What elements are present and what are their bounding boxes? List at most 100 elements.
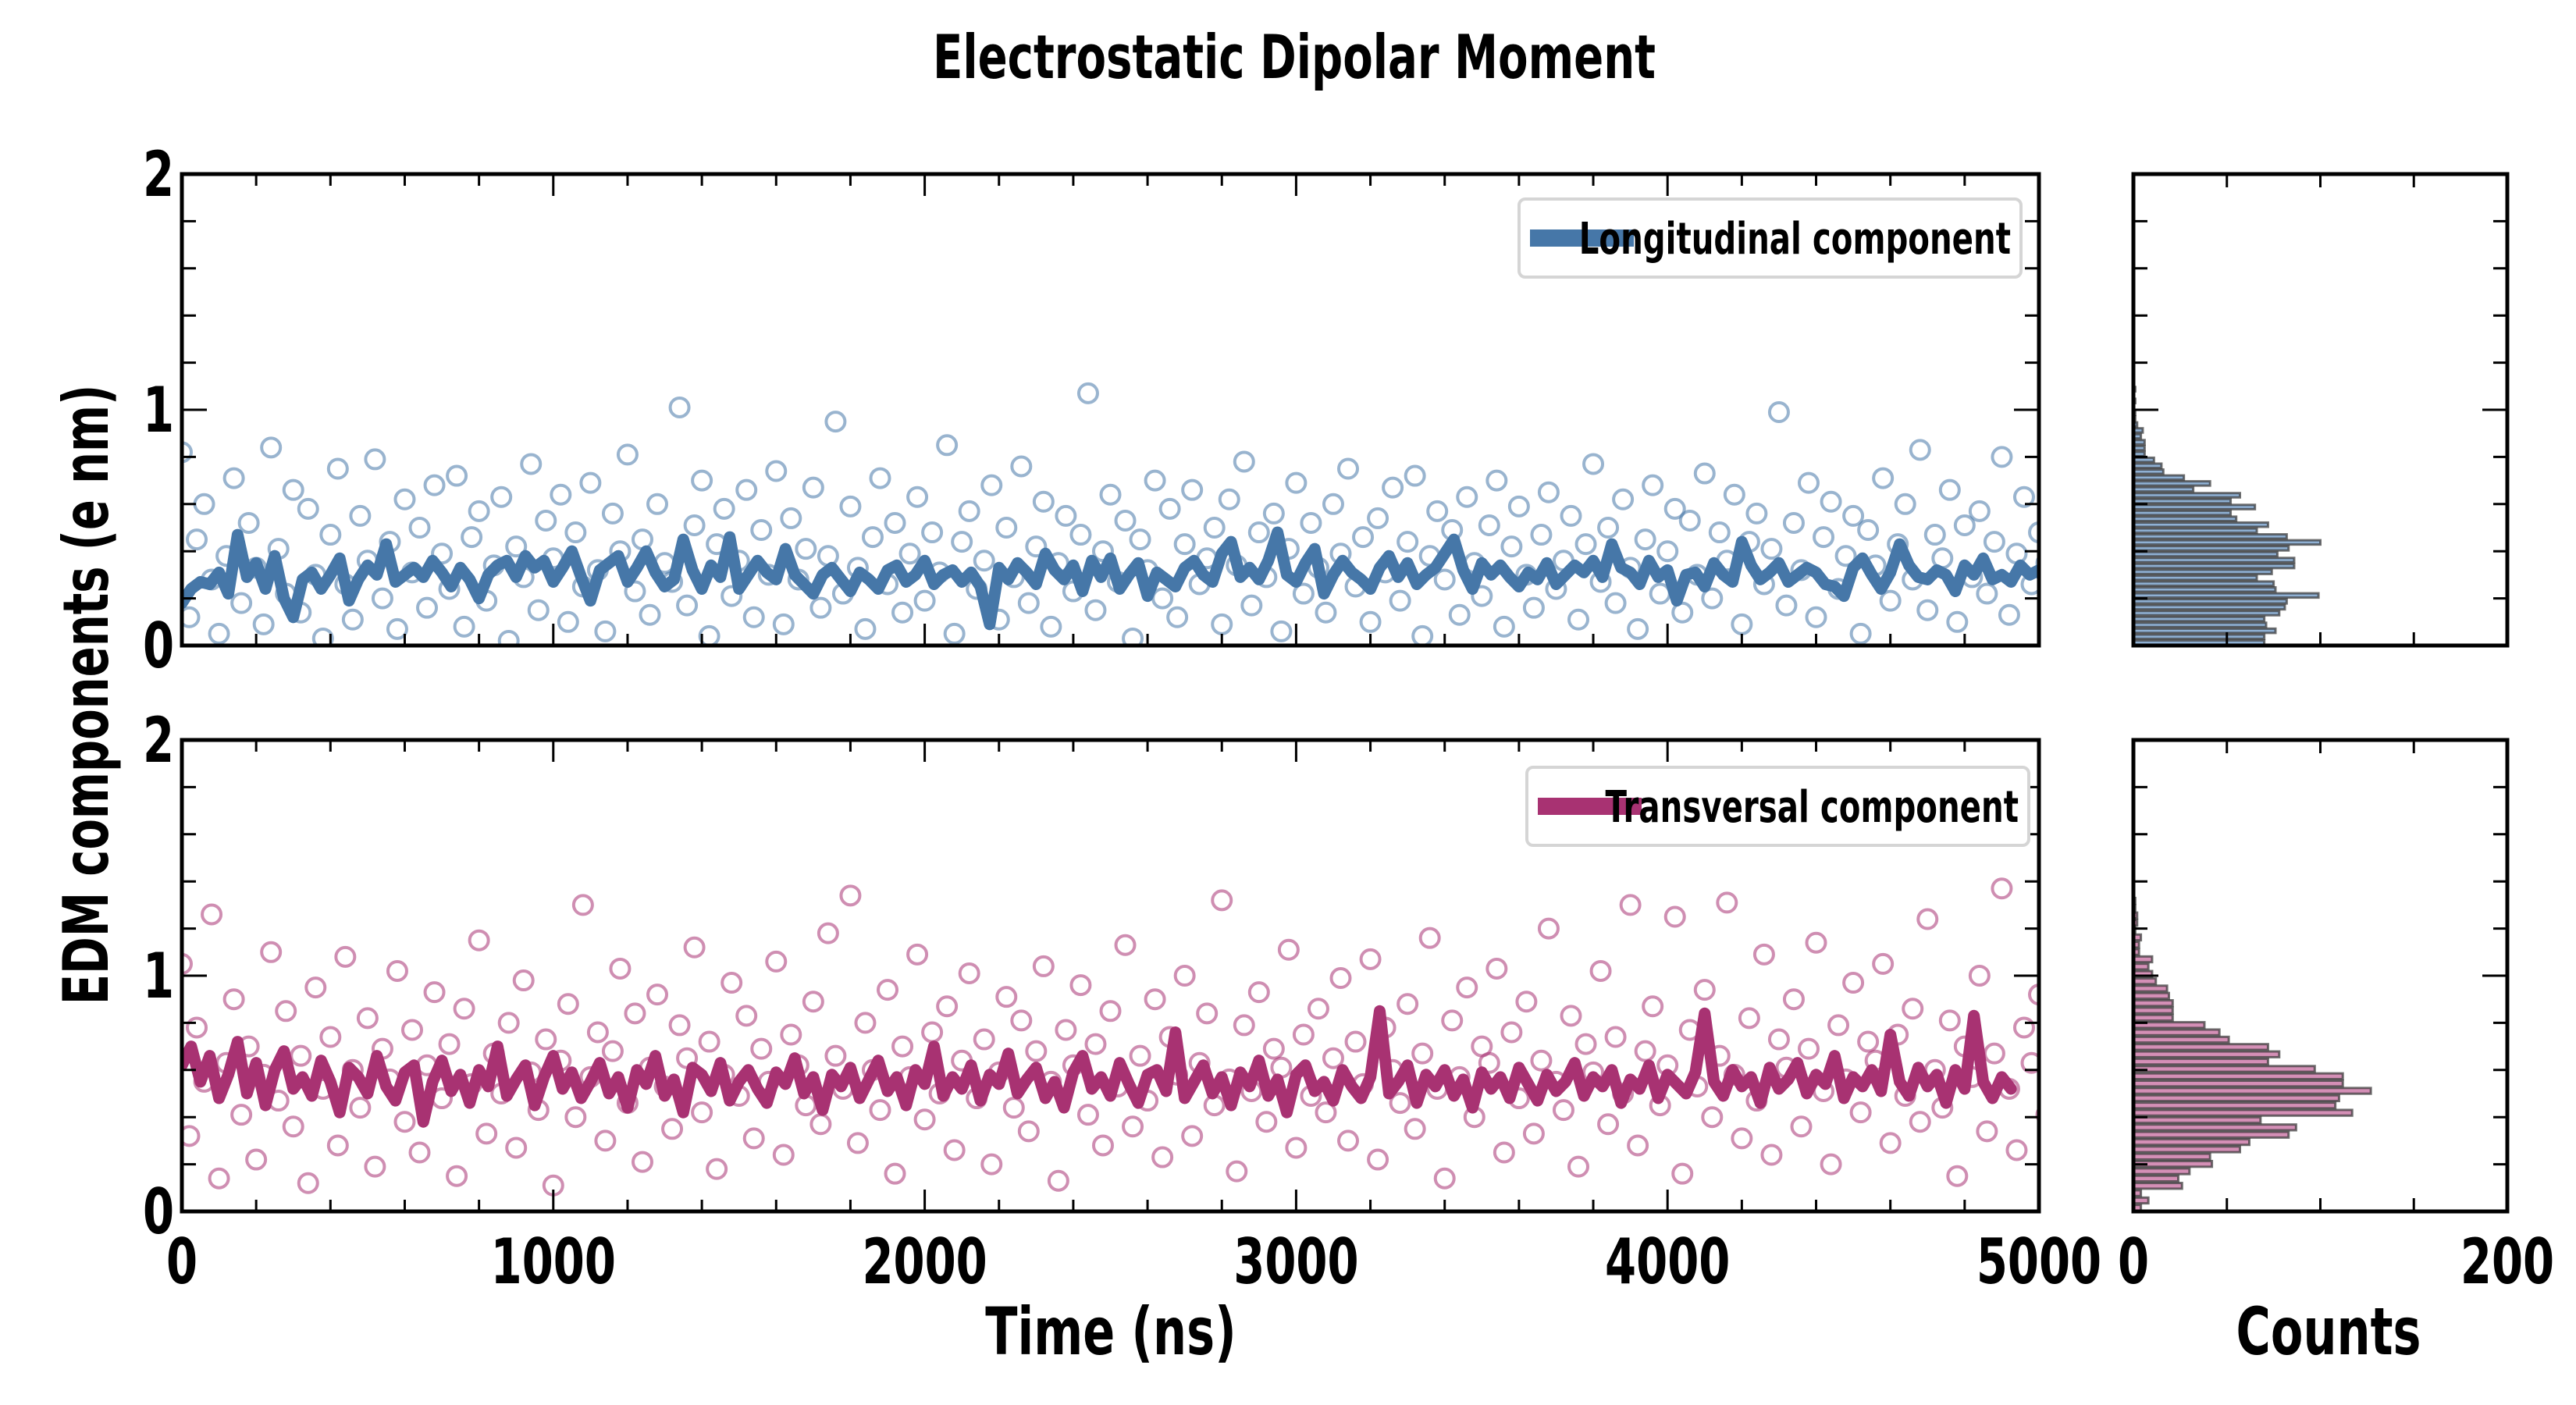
histogram-bar [2132, 1028, 2221, 1037]
scatter-point [824, 1044, 847, 1067]
scatter-point [676, 594, 699, 617]
legend-label: Transversal component [1605, 781, 2019, 832]
scatter-point [1634, 528, 1656, 551]
scatter-point [1337, 1129, 1360, 1152]
scatter-point [1953, 514, 1976, 536]
scatter-point [1567, 608, 1590, 631]
scatter-point [326, 457, 349, 480]
histogram-bar [2132, 1072, 2344, 1080]
scatter-point [1233, 450, 1255, 473]
scatter-point [1842, 504, 1865, 527]
x-tick-label: 1000 [491, 1226, 616, 1299]
scatter-point [2020, 1051, 2039, 1074]
scatter-point [802, 991, 824, 1013]
scatter-point [1968, 500, 1991, 522]
scatter-point [2044, 1028, 2063, 1047]
scatter-point [913, 589, 936, 612]
scatter-point [1976, 582, 1998, 605]
scatter-point [1805, 931, 1827, 954]
histogram-bar [2132, 1196, 2150, 1205]
histogram-bar [2132, 1145, 2242, 1154]
scatter-point [824, 411, 847, 433]
scatter-point [423, 981, 446, 1004]
histogram-bar [2132, 1123, 2297, 1132]
scatter-point [1731, 1127, 1753, 1150]
histogram-bar [2132, 955, 2154, 964]
scatter-point [1122, 627, 1144, 646]
scatter-point [1040, 615, 1062, 638]
scatter-point [1211, 613, 1233, 635]
scatter-point [594, 620, 617, 642]
scatter-point [891, 1035, 914, 1058]
scatter-point [1017, 592, 1040, 614]
scatter-point [1456, 976, 1478, 999]
scatter-point [1329, 967, 1352, 990]
scatter-point [1946, 1165, 1969, 1187]
histogram-bar [2132, 1101, 2337, 1110]
scatter-point [1069, 524, 1092, 546]
scatter-point [1522, 1122, 1545, 1145]
scatter-point [1842, 972, 1865, 994]
scatter-point [980, 474, 1003, 496]
histogram-bar [2132, 1035, 2230, 1044]
scatter-point [2067, 1072, 2086, 1091]
scatter-point [1262, 502, 1285, 525]
scatter-point [290, 1044, 312, 1067]
scatter-point [817, 545, 839, 567]
scatter-point [446, 1165, 468, 1187]
series-line [182, 1005, 2017, 1128]
scatter-point [431, 542, 454, 565]
scatter-point [550, 483, 572, 506]
scatter-point [468, 929, 490, 951]
scatter-point [423, 474, 446, 496]
histogram-bar [2132, 1057, 2269, 1066]
scatter-point [1731, 613, 1753, 635]
histogram-bar [2132, 627, 2277, 635]
scatter-point [958, 500, 980, 522]
scatter-point [973, 1028, 995, 1051]
scatter-point [1500, 535, 1523, 558]
y-tick-label: 2 [143, 705, 174, 777]
x-axis-label-counts: Counts [2236, 1294, 2421, 1371]
scatter-point [1902, 998, 1924, 1020]
histogram-bar [2132, 480, 2211, 487]
scatter-point [416, 596, 439, 619]
scatter-point [497, 629, 520, 646]
scatter-point [1270, 1056, 1293, 1079]
scatter-point [2044, 462, 2063, 481]
x-tick-label: 0 [166, 1226, 197, 1299]
figure-title: Electrostatic Dipolar Moment [933, 23, 1656, 94]
scatter-point [936, 995, 959, 1018]
histogram-bottom-panel: 0 200 [2118, 738, 2554, 1299]
scatter-point [936, 434, 959, 457]
legend-box [1517, 197, 2023, 279]
scatter-point [453, 998, 475, 1020]
histogram-bar [2132, 492, 2242, 499]
scatter-point [2082, 587, 2101, 606]
scatter-point [1448, 603, 1471, 626]
scatter-point [1389, 589, 1411, 612]
scatter-point [1530, 1049, 1553, 1072]
scatter-point [1166, 606, 1189, 628]
histogram-bar [2132, 621, 2268, 628]
scatter-point [1055, 504, 1077, 527]
histogram-bar [2132, 533, 2288, 540]
scatter-point [1872, 467, 1895, 489]
scatter-point [282, 1115, 304, 1138]
scatter-point [1522, 596, 1545, 619]
scatter-point [2208, 895, 2226, 914]
scatter-point [1047, 1169, 1069, 1192]
histogram-bar [2132, 999, 2174, 1008]
scatter-point [571, 894, 594, 916]
scatter-point [1203, 517, 1226, 539]
scatter-point [1129, 1044, 1151, 1067]
scatter-point [1292, 1023, 1315, 1046]
histogram-bar [2132, 615, 2266, 623]
histogram-bar [2132, 976, 2158, 986]
scatter-point [579, 471, 602, 494]
scatter-point [1099, 1000, 1122, 1023]
scatter-point [1307, 998, 1329, 1020]
scatter-point [182, 441, 193, 464]
scatter-point [846, 1132, 869, 1154]
time-series-top-panel: 0 1 2 Longitudinal component [143, 139, 2101, 683]
